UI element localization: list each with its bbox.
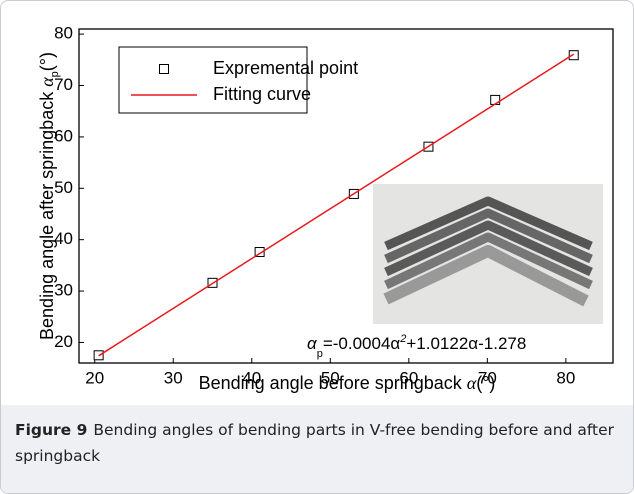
caption-text: Bending angles of bending parts in V-fre… <box>15 421 615 465</box>
x-tick-label: 30 <box>164 368 183 387</box>
x-tick-label: 50 <box>321 368 340 387</box>
y-label-symbol: α <box>37 77 57 87</box>
eq-sup: 2 <box>399 333 406 345</box>
y-axis-label: Bending angle after springback αp(°) <box>37 52 61 340</box>
legend-label: Expremental point <box>213 58 358 78</box>
y-tick-label: 70 <box>54 75 73 94</box>
point <box>490 94 501 105</box>
x-label-text: Bending angle before springback <box>199 373 467 393</box>
x-tick-label: 80 <box>556 368 575 387</box>
caption: Figure 9 Bending angles of bending parts … <box>1 405 633 493</box>
y-label-sub: p <box>49 71 61 77</box>
point <box>568 50 579 61</box>
x-tick-label: 20 <box>85 368 104 387</box>
y-tick-label: 20 <box>54 332 73 351</box>
plot-frame <box>78 28 614 364</box>
fit-line <box>98 53 575 357</box>
y-label-unit: (°) <box>37 52 57 71</box>
point <box>254 247 265 258</box>
y-tick-label: 50 <box>54 178 73 197</box>
legend-box <box>118 46 308 114</box>
legend-swatch <box>159 64 169 74</box>
x-label-unit: (°) <box>476 373 495 393</box>
eq-sub: p <box>317 348 323 360</box>
x-axis-label: Bending angle before springback α(°) <box>199 373 496 393</box>
x-tick-label: 60 <box>399 368 418 387</box>
caption-label: Figure 9 <box>15 421 88 439</box>
eq-term1: =-0.0004α <box>323 334 401 353</box>
chart: Bending angle before springback α(°) Ben… <box>37 24 614 393</box>
y-tick-label: 40 <box>54 229 73 248</box>
x-label-symbol: α <box>467 373 477 393</box>
equation: αp=-0.0004α2+1.0122α-1.278 <box>307 333 526 360</box>
eq-lhs: α <box>307 334 318 353</box>
y-tick-label: 80 <box>54 24 73 43</box>
photo <box>373 184 603 324</box>
eq-term2: +1.0122α-1.278 <box>406 334 526 353</box>
x-tick-label: 70 <box>478 368 497 387</box>
legend-label: Fitting curve <box>213 84 311 104</box>
y-label-text: Bending angle after springback <box>37 87 57 340</box>
y-tick-label: 60 <box>54 126 73 145</box>
x-tick-label: 40 <box>242 368 261 387</box>
y-tick-label: 30 <box>54 281 73 300</box>
